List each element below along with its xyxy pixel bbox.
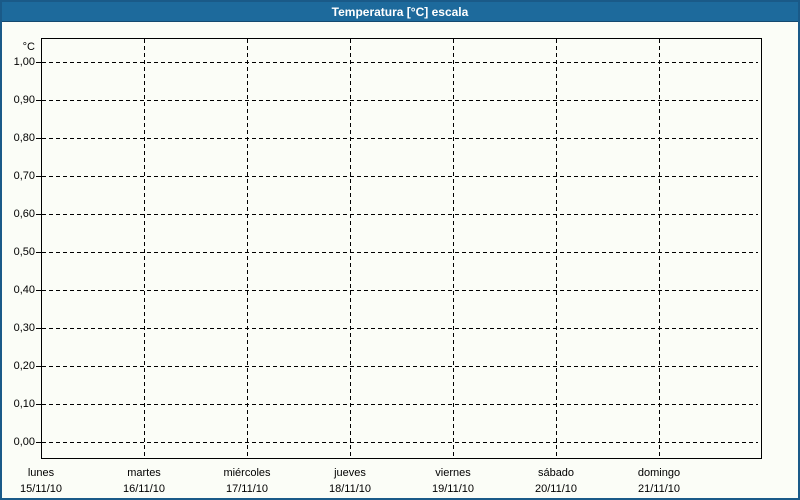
h-gridline	[42, 176, 758, 177]
v-gridline	[350, 39, 351, 458]
date-label: 16/11/10	[122, 483, 165, 495]
v-gridline	[144, 39, 145, 458]
y-axis-tick	[36, 366, 41, 367]
y-axis-tick	[36, 442, 41, 443]
chart-title: Temperatura [°C] escala	[331, 5, 469, 19]
y-tick-label: 0,00	[13, 436, 35, 448]
h-gridline	[42, 290, 758, 291]
h-gridline	[42, 404, 758, 405]
day-label: domingo	[637, 467, 681, 479]
day-label: jueves	[334, 467, 366, 479]
y-tick-label: 0,20	[13, 360, 35, 372]
v-gridline	[247, 39, 248, 458]
y-tick-label: 0,10	[13, 398, 35, 410]
date-label: 21/11/10	[637, 483, 680, 495]
y-tick-label: 0,90	[13, 94, 35, 106]
y-axis-tick	[36, 100, 41, 101]
h-gridline	[42, 442, 758, 443]
h-gridline	[42, 252, 758, 253]
h-gridline	[42, 62, 758, 63]
day-label: sábado	[537, 467, 575, 479]
y-axis-tick	[36, 214, 41, 215]
day-label: martes	[127, 467, 161, 479]
h-gridline	[42, 328, 758, 329]
y-axis-tick	[36, 138, 41, 139]
y-tick-label: 0,70	[13, 170, 35, 182]
y-axis-tick	[36, 62, 41, 63]
y-tick-label: 1,00	[13, 56, 35, 68]
day-label: miércoles	[223, 467, 271, 479]
y-tick-label: 0,60	[13, 208, 35, 220]
v-gridline	[659, 39, 660, 458]
date-label: 20/11/10	[534, 483, 577, 495]
date-label: 17/11/10	[225, 483, 268, 495]
y-axis-unit-label: °C	[22, 41, 35, 53]
date-label: 19/11/10	[431, 483, 474, 495]
h-gridline	[42, 100, 758, 101]
y-axis-tick	[36, 328, 41, 329]
y-tick-label: 0,50	[13, 246, 35, 258]
v-gridline	[556, 39, 557, 458]
y-tick-label: 0,40	[13, 284, 35, 296]
y-axis-tick	[36, 404, 41, 405]
h-gridline	[42, 366, 758, 367]
y-tick-label: 0,80	[13, 132, 35, 144]
date-label: 15/11/10	[19, 483, 62, 495]
h-gridline	[42, 138, 758, 139]
day-label: lunes	[27, 467, 55, 479]
date-label: 18/11/10	[328, 483, 371, 495]
y-axis-tick	[36, 252, 41, 253]
y-axis-tick	[36, 176, 41, 177]
v-gridline	[453, 39, 454, 458]
day-label: viernes	[435, 467, 471, 479]
y-tick-label: 0,30	[13, 322, 35, 334]
title-bar: Temperatura [°C] escala	[2, 2, 798, 22]
plot-area	[41, 38, 762, 459]
h-gridline	[42, 214, 758, 215]
y-axis-tick	[36, 290, 41, 291]
